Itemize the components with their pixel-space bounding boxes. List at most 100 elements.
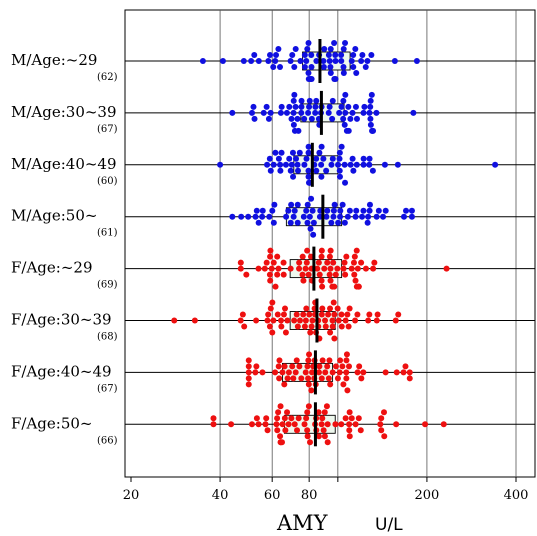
data-point <box>260 109 267 116</box>
data-point <box>352 277 359 284</box>
data-point <box>318 173 325 180</box>
data-point <box>306 103 313 110</box>
data-point <box>291 91 298 98</box>
data-point <box>249 109 256 116</box>
data-point <box>275 409 282 416</box>
data-point <box>274 271 281 278</box>
data-point <box>276 375 283 382</box>
data-point <box>366 201 373 208</box>
data-point <box>310 231 317 238</box>
data-point <box>295 415 302 422</box>
data-point <box>358 259 365 266</box>
data-point <box>289 52 296 58</box>
data-point <box>367 121 374 128</box>
data-point <box>327 277 334 284</box>
data-point <box>303 207 310 214</box>
data-point <box>338 52 345 58</box>
data-point <box>294 323 301 330</box>
data-point <box>315 409 322 416</box>
data-point <box>342 91 349 98</box>
data-point <box>325 375 332 382</box>
data-point <box>277 161 284 168</box>
data-point <box>327 265 334 272</box>
data-point <box>366 311 373 318</box>
data-point <box>252 369 259 376</box>
data-point <box>245 213 252 220</box>
data-point <box>336 109 343 116</box>
data-point <box>340 265 347 272</box>
data-point <box>323 167 330 174</box>
data-point <box>269 329 276 336</box>
data-point <box>362 265 369 272</box>
data-point <box>308 52 315 58</box>
data-point <box>252 213 259 220</box>
data-point <box>326 271 333 278</box>
data-point <box>292 369 299 376</box>
data-point <box>365 213 372 220</box>
data-point <box>287 219 294 226</box>
data-point <box>340 46 347 52</box>
x-tick-label: 200 <box>415 488 440 503</box>
data-point <box>325 52 332 58</box>
data-point <box>327 305 334 312</box>
data-point <box>364 58 371 64</box>
data-point <box>282 305 289 312</box>
data-point <box>303 415 310 422</box>
data-point <box>359 52 366 58</box>
data-point <box>366 207 373 214</box>
data-point <box>316 363 323 370</box>
data-point <box>321 46 328 52</box>
data-point <box>408 207 415 214</box>
data-point <box>340 115 347 122</box>
data-point <box>298 103 305 110</box>
grid-layer <box>219 10 517 477</box>
data-point <box>343 351 350 358</box>
data-point <box>316 271 323 278</box>
data-point <box>265 58 272 64</box>
data-point <box>267 109 274 116</box>
data-point <box>348 265 355 272</box>
data-point <box>300 277 307 284</box>
data-point <box>267 277 274 284</box>
data-point <box>295 167 302 174</box>
data-point <box>266 323 273 330</box>
data-point <box>304 201 311 208</box>
data-point <box>326 58 333 64</box>
data-point <box>327 329 334 336</box>
group-n-label: (61) <box>97 228 118 239</box>
group-n-label: (60) <box>97 176 118 187</box>
data-point <box>298 109 305 116</box>
data-point <box>253 363 260 370</box>
data-point <box>346 305 353 312</box>
data-point <box>335 161 342 168</box>
data-point <box>336 369 343 376</box>
data-point <box>334 375 341 382</box>
x-tick-label: 60 <box>264 488 281 503</box>
data-point <box>320 427 327 434</box>
data-point <box>288 201 295 208</box>
data-point <box>259 369 266 376</box>
data-point <box>327 247 334 254</box>
data-point <box>323 213 330 220</box>
data-point <box>282 161 289 168</box>
data-point <box>343 369 350 376</box>
data-point <box>273 421 280 428</box>
data-point <box>330 213 337 220</box>
data-point <box>336 149 343 156</box>
data-point <box>290 97 297 104</box>
data-point <box>327 46 334 52</box>
data-point <box>367 115 374 122</box>
data-point <box>353 70 360 76</box>
data-point <box>380 409 387 416</box>
data-point <box>318 161 325 168</box>
data-point <box>353 247 360 254</box>
data-point <box>350 52 357 58</box>
data-point <box>270 161 277 168</box>
data-point <box>394 161 401 168</box>
data-point <box>332 271 339 278</box>
data-point <box>310 219 317 226</box>
data-point <box>270 259 277 266</box>
data-point <box>352 213 359 220</box>
data-point <box>357 427 364 434</box>
data-point <box>358 58 365 64</box>
